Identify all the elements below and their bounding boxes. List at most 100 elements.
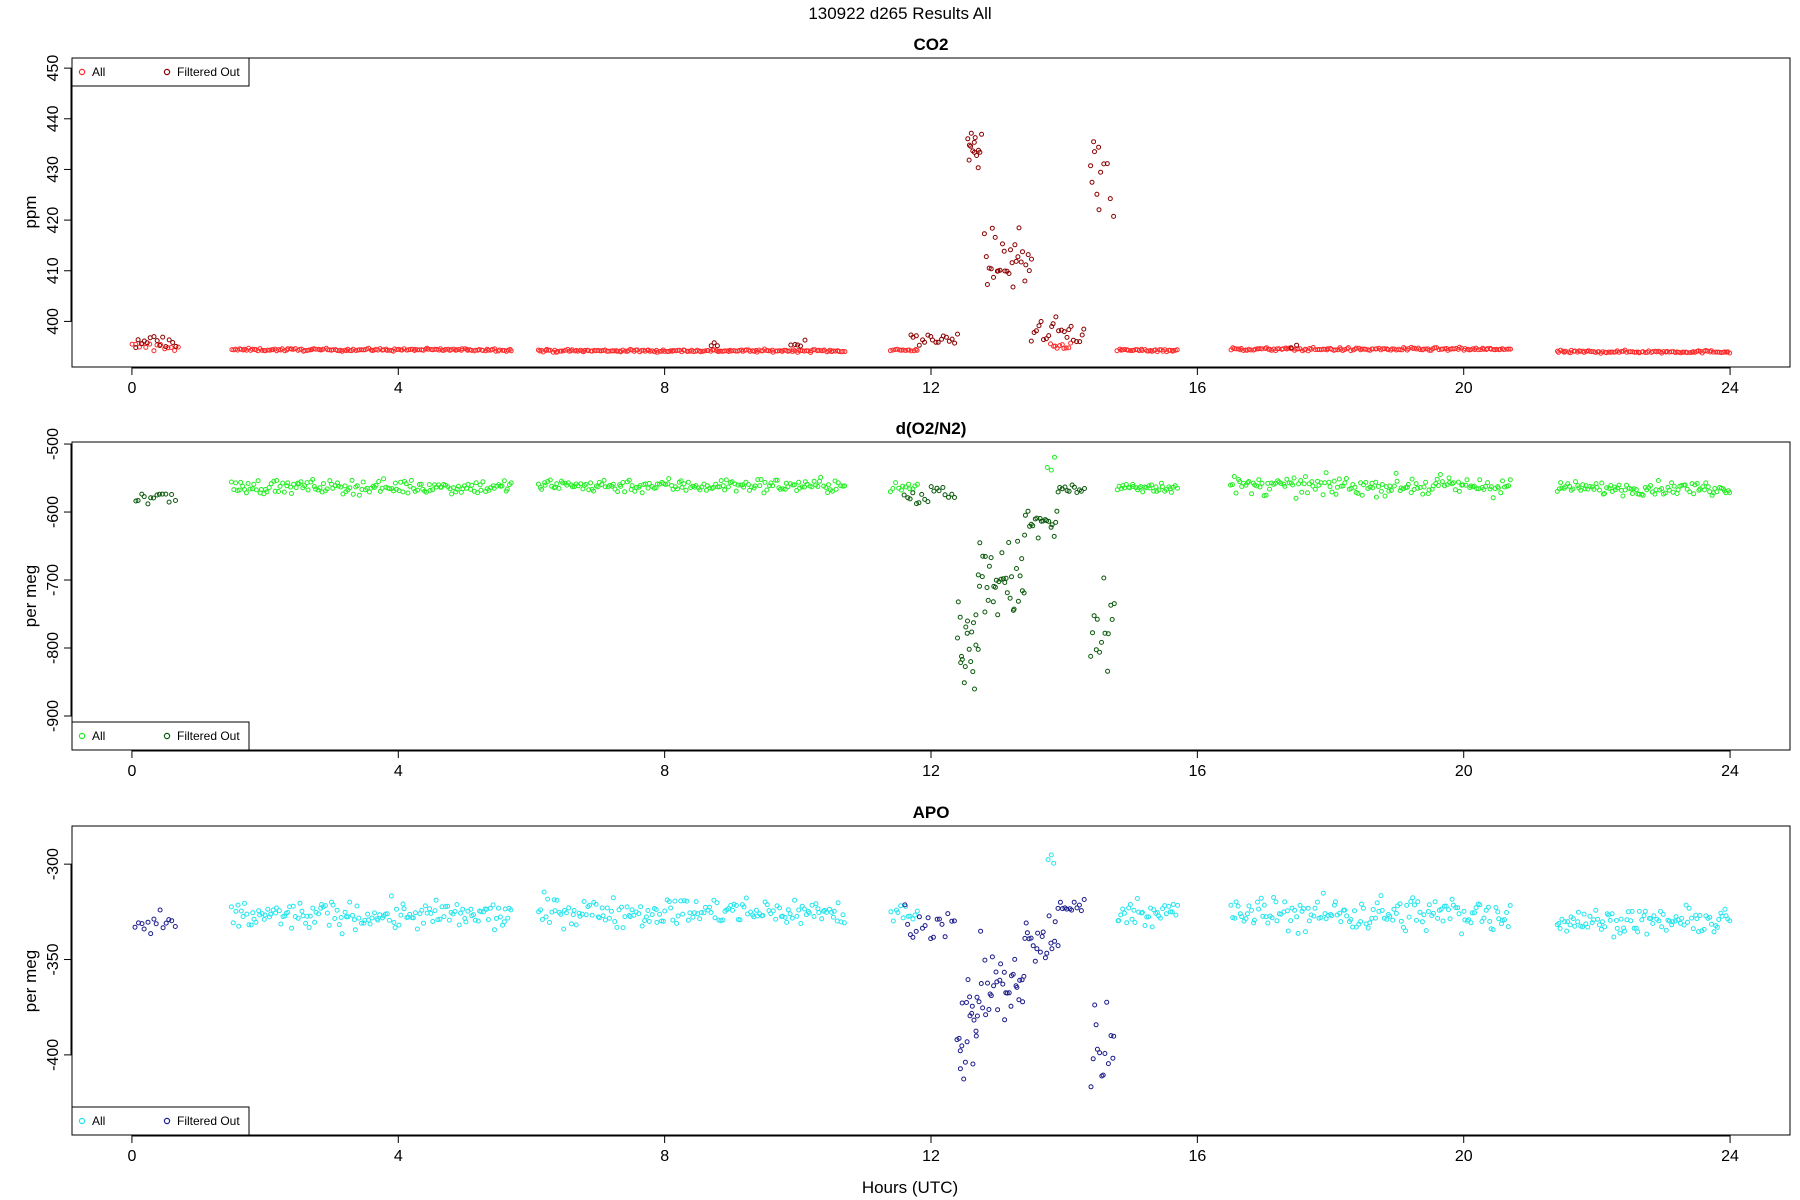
apo-point-all bbox=[545, 896, 551, 902]
o2n2-point-all bbox=[556, 485, 562, 491]
co2-point-filtered bbox=[708, 343, 714, 349]
o2n2-point-filtered bbox=[982, 554, 988, 559]
o2n2-point-all bbox=[356, 492, 362, 498]
apo-point-filtered bbox=[1022, 935, 1028, 941]
o2n2-point-filtered bbox=[914, 501, 919, 507]
apo-point-all bbox=[554, 897, 560, 903]
co2-point-all bbox=[425, 346, 431, 352]
apo-point-filtered bbox=[978, 981, 984, 986]
o2n2-point-all bbox=[1500, 478, 1505, 484]
co2-point-filtered bbox=[1026, 268, 1032, 274]
apo-point-all bbox=[471, 912, 476, 918]
co2-point-all bbox=[700, 348, 706, 354]
o2n2-point-all bbox=[1146, 483, 1152, 489]
co2-point-all bbox=[1657, 349, 1663, 355]
co2-point-all bbox=[702, 348, 708, 354]
co2-point-filtered bbox=[1094, 191, 1100, 197]
o2n2-point-all bbox=[1604, 485, 1610, 491]
o2n2-point-all bbox=[469, 482, 475, 488]
apo-point-all bbox=[1443, 903, 1449, 909]
apo-point-all bbox=[398, 912, 404, 918]
apo-point-all bbox=[1352, 908, 1357, 914]
apo-point-all bbox=[496, 905, 501, 911]
o2n2-point-all bbox=[758, 477, 764, 482]
o2n2-point-filtered bbox=[145, 501, 151, 507]
o2n2-point-filtered bbox=[1037, 516, 1043, 521]
apo-point-filtered bbox=[939, 921, 945, 927]
o2n2-point-all bbox=[1426, 487, 1432, 493]
co2-point-all bbox=[459, 346, 465, 352]
apo-point-all bbox=[1651, 913, 1657, 919]
o2n2-point-all bbox=[1293, 495, 1299, 501]
apo-point-all bbox=[678, 898, 684, 904]
apo-point-all bbox=[1670, 919, 1676, 925]
apo-point-all bbox=[508, 907, 514, 913]
apo-point-all bbox=[1595, 916, 1601, 922]
o2n2-point-filtered bbox=[1009, 574, 1014, 580]
apo-point-all bbox=[538, 907, 543, 913]
apo-point-all bbox=[1438, 906, 1444, 912]
apo-point-all bbox=[636, 911, 642, 917]
co2-point-filtered bbox=[1091, 139, 1097, 145]
o2n2-point-all bbox=[1464, 477, 1470, 483]
apo-point-all bbox=[1308, 912, 1314, 918]
o2n2-point-all bbox=[251, 481, 257, 487]
o2n2-point-all bbox=[1153, 484, 1159, 490]
o2n2-point-all bbox=[504, 486, 510, 492]
apo-point-all bbox=[890, 918, 896, 924]
apo-point-all bbox=[1505, 924, 1511, 930]
o2n2-point-all bbox=[454, 486, 460, 492]
co2-point-all bbox=[1170, 348, 1176, 354]
o2n2-point-all bbox=[817, 478, 822, 484]
apo-point-all bbox=[445, 903, 451, 909]
apo-point-filtered bbox=[1093, 1022, 1099, 1028]
co2-x-axis: 0 4 8 12 16 20 24 bbox=[127, 367, 1739, 397]
o2n2-point-all bbox=[1490, 495, 1496, 501]
co2-point-filtered bbox=[984, 282, 990, 287]
co2-panel: CO2 ppm 0 4 8 12 16 20 24 400 410 420 430 440 450 All… bbox=[21, 35, 1791, 397]
o2n2-point-all bbox=[770, 483, 776, 489]
apo-point-all bbox=[583, 912, 589, 918]
apo-point-all bbox=[730, 907, 736, 913]
o2n2-point-all bbox=[1382, 493, 1388, 499]
o2n2-point-all bbox=[477, 482, 483, 488]
apo-point-filtered bbox=[1071, 899, 1077, 905]
apo-point-all bbox=[330, 902, 336, 908]
apo-point-all bbox=[1162, 903, 1168, 909]
o2n2-point-all bbox=[427, 487, 433, 493]
apo-point-all bbox=[443, 904, 449, 910]
apo-point-all bbox=[782, 914, 788, 920]
apo-point-all bbox=[1614, 925, 1620, 931]
apo-point-filtered bbox=[169, 918, 175, 924]
o2n2-point-all bbox=[280, 480, 286, 486]
co2-point-all bbox=[259, 347, 265, 353]
apo-point-all bbox=[701, 910, 707, 916]
o2n2-point-all bbox=[1622, 487, 1628, 493]
apo-point-filtered bbox=[925, 915, 931, 921]
o2n2-point-all bbox=[547, 477, 553, 483]
apo-point-all bbox=[599, 905, 605, 911]
apo-point-all bbox=[646, 919, 652, 924]
co2-point-all bbox=[172, 348, 178, 353]
apo-point-all bbox=[1446, 907, 1451, 913]
o2n2-point-all bbox=[583, 481, 589, 487]
o2n2-point-filtered bbox=[985, 597, 991, 603]
apo-point-all bbox=[367, 921, 373, 927]
apo-point-all bbox=[452, 909, 458, 914]
o2n2-point-all bbox=[1149, 482, 1154, 488]
co2-y-tick-label: 450 bbox=[45, 55, 62, 82]
apo-point-all bbox=[342, 909, 348, 915]
o2n2-point-all bbox=[595, 484, 601, 490]
o2n2-point-all bbox=[1159, 484, 1165, 490]
co2-point-filtered bbox=[1068, 323, 1074, 329]
co2-point-filtered bbox=[1000, 241, 1005, 247]
apo-point-all bbox=[1479, 919, 1485, 924]
co2-point-filtered bbox=[1081, 326, 1087, 332]
o2n2-point-all bbox=[1456, 488, 1462, 494]
o2n2-point-filtered bbox=[151, 495, 156, 501]
o2n2-point-filtered bbox=[1015, 598, 1021, 604]
co2-point-filtered bbox=[1022, 278, 1028, 284]
apo-point-all bbox=[914, 908, 920, 914]
apo-point-all bbox=[289, 925, 295, 931]
apo-point-filtered bbox=[971, 1017, 977, 1023]
